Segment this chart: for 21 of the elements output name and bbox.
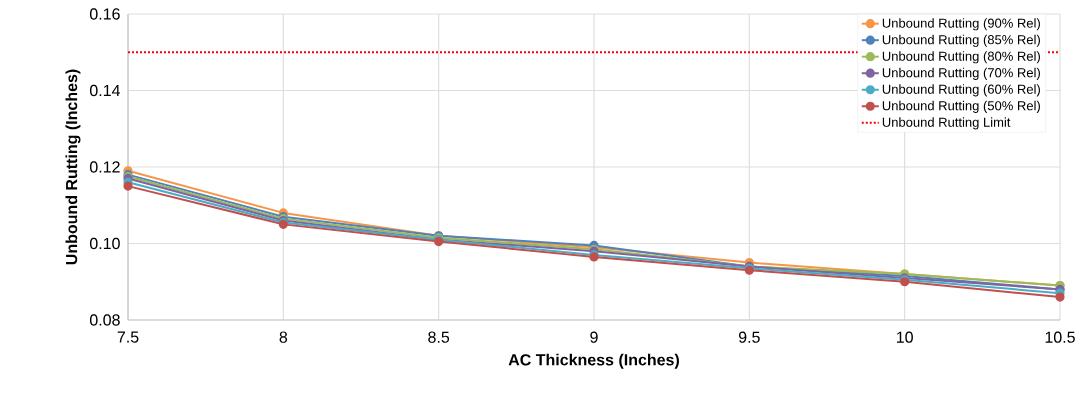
legend-label: Unbound Rutting (80% Rel): [882, 51, 1040, 64]
y-tick-label: 0.14: [89, 84, 120, 97]
y-tick-label: 0.12: [89, 161, 120, 173]
legend-label: Unbound Rutting Limit: [882, 117, 1011, 130]
y-tick-label: 0.08: [89, 314, 120, 326]
x-tick-label: 8.5: [428, 331, 450, 343]
legend-label: Unbound Rutting (50% Rel): [882, 100, 1040, 113]
x-tick-label: 9.5: [738, 331, 760, 343]
y-tick-label: 0.16: [89, 8, 120, 20]
x-tick-label: 10: [896, 331, 913, 343]
legend-label: Unbound Rutting (85% Rel): [882, 34, 1040, 47]
x-tick-label: 7.5: [117, 331, 139, 343]
x-tick-label: 10.5: [1045, 331, 1075, 343]
legend-label: Unbound Rutting (90% Rel): [882, 18, 1040, 31]
y-axis-title: Unbound Rutting (Inches): [65, 69, 81, 265]
x-tick-label: 8: [279, 331, 288, 343]
legend-label: Unbound Rutting (70% Rel): [882, 67, 1040, 80]
x-axis-title: AC Thickness (Inches): [508, 353, 679, 369]
y-tick-label: 0.10: [89, 237, 120, 250]
legend-label: Unbound Rutting (60% Rel): [882, 84, 1040, 97]
x-tick-label: 9: [590, 331, 598, 343]
